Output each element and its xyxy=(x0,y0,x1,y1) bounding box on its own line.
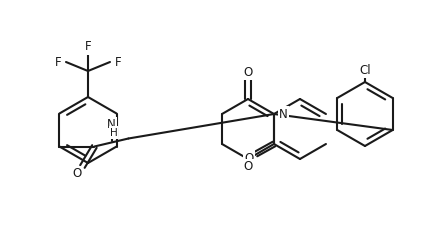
Text: O: O xyxy=(244,152,253,164)
Text: Cl: Cl xyxy=(358,63,370,76)
Text: F: F xyxy=(84,41,91,54)
Text: O: O xyxy=(243,66,252,79)
Text: O: O xyxy=(73,167,82,180)
Text: O: O xyxy=(243,160,252,173)
Text: F: F xyxy=(114,55,121,68)
Text: N: N xyxy=(278,108,287,121)
Text: F: F xyxy=(55,55,61,68)
Text: N: N xyxy=(107,118,116,131)
Text: H: H xyxy=(109,127,117,138)
